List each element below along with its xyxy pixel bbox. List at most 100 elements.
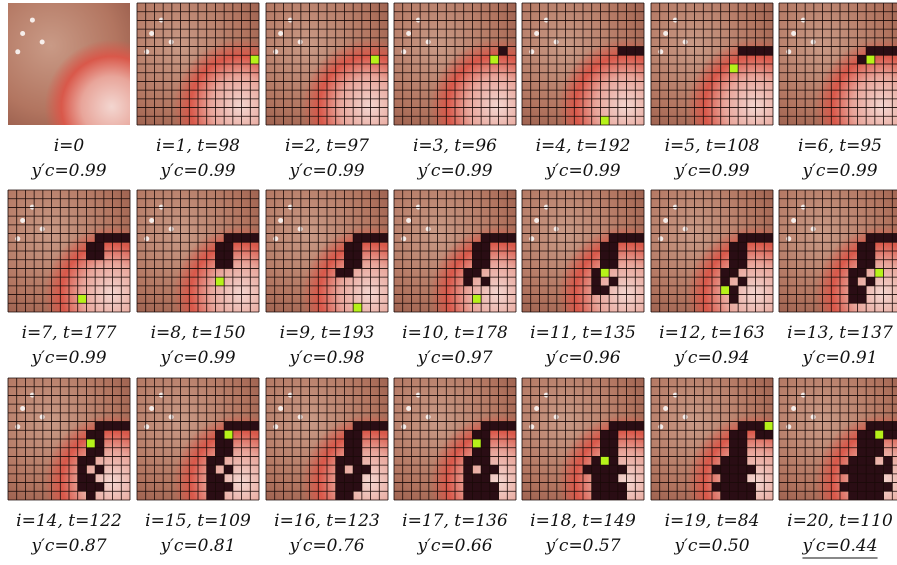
selected-cell [875, 430, 884, 439]
highlight [298, 40, 303, 45]
masked-cell [464, 456, 473, 465]
selected-cell [490, 55, 499, 64]
caption: i=9, t=193 [280, 323, 375, 343]
highlight [663, 406, 668, 411]
masked-cell [113, 422, 122, 431]
highlight [811, 415, 816, 420]
panel [394, 190, 516, 312]
masked-cell [379, 234, 388, 243]
selected-cell [78, 295, 87, 304]
masked-cell [729, 251, 738, 260]
masked-cell [353, 456, 362, 465]
masked-cell [849, 456, 858, 465]
masked-cell [738, 251, 747, 260]
masked-cell [609, 483, 618, 492]
masked-cell [481, 251, 490, 260]
masked-cell [618, 422, 627, 431]
masked-cell [86, 448, 95, 457]
masked-cell [609, 242, 618, 251]
masked-cell [738, 448, 747, 457]
highlight [658, 49, 663, 54]
caption: i=0 [54, 136, 85, 156]
selected-cell [353, 303, 362, 312]
highlight [149, 406, 154, 411]
masked-cell [609, 430, 618, 439]
masked-cell [866, 439, 875, 448]
highlight [554, 227, 559, 232]
masked-cell [336, 268, 345, 277]
masked-cell [729, 242, 738, 251]
highlight [30, 18, 35, 23]
highlight [811, 227, 816, 232]
panel [137, 378, 259, 500]
panel [522, 3, 644, 125]
masked-cell [207, 491, 216, 500]
masked-cell [353, 474, 362, 483]
masked-cell [490, 483, 499, 492]
highlight [169, 40, 174, 45]
highlight [406, 218, 411, 223]
masked-cell [884, 456, 893, 465]
masked-cell [875, 439, 884, 448]
masked-cell [242, 422, 251, 431]
masked-cell [95, 242, 104, 251]
masked-cell [121, 422, 130, 431]
highlight [529, 236, 534, 241]
masked-cell [499, 234, 508, 243]
masked-cell [481, 465, 490, 474]
highlight [791, 406, 796, 411]
masked-cell [224, 422, 233, 431]
masked-cell [849, 474, 858, 483]
highlight [40, 227, 45, 232]
selected-cell [866, 55, 875, 64]
caption: i=3, t=96 [413, 136, 497, 156]
caption: i=11, t=135 [530, 323, 636, 343]
masked-cell [857, 456, 866, 465]
caption: i=12, t=163 [659, 323, 765, 343]
panel [522, 190, 644, 312]
panel [651, 3, 773, 125]
highlight [683, 415, 688, 420]
masked-cell [481, 491, 490, 500]
masked-cell [857, 439, 866, 448]
masked-cell [729, 465, 738, 474]
masked-cell [756, 430, 765, 439]
masked-cell [849, 295, 858, 304]
masked-cell [721, 456, 730, 465]
masked-cell [866, 47, 875, 56]
masked-cell [840, 465, 849, 474]
masked-cell [600, 491, 609, 500]
panel [266, 378, 388, 500]
masked-cell [635, 422, 644, 431]
highlight [169, 227, 174, 232]
highlight [298, 415, 303, 420]
score: y′c=0.99 [673, 161, 749, 181]
masked-cell [344, 260, 353, 269]
score: y′c=0.87 [30, 536, 106, 556]
masked-cell [857, 474, 866, 483]
highlight [15, 424, 20, 429]
masked-cell [499, 47, 508, 56]
masked-cell [481, 474, 490, 483]
masked-cell [207, 483, 216, 492]
highlight [406, 31, 411, 36]
score: y′c=0.91 [801, 348, 877, 368]
masked-cell [747, 483, 756, 492]
panel [8, 190, 130, 312]
masked-cell [857, 483, 866, 492]
masked-cell [609, 465, 618, 474]
masked-cell [481, 439, 490, 448]
masked-cell [592, 456, 601, 465]
masked-cell [884, 234, 893, 243]
masked-cell [866, 448, 875, 457]
highlight [426, 415, 431, 420]
masked-cell [224, 483, 233, 492]
masked-cell [86, 251, 95, 260]
masked-cell [857, 251, 866, 260]
score: y′c=0.99 [30, 348, 106, 368]
masked-cell [362, 465, 371, 474]
selected-cell [472, 295, 481, 304]
highlight [273, 49, 278, 54]
masked-cell [609, 456, 618, 465]
masked-cell [729, 456, 738, 465]
